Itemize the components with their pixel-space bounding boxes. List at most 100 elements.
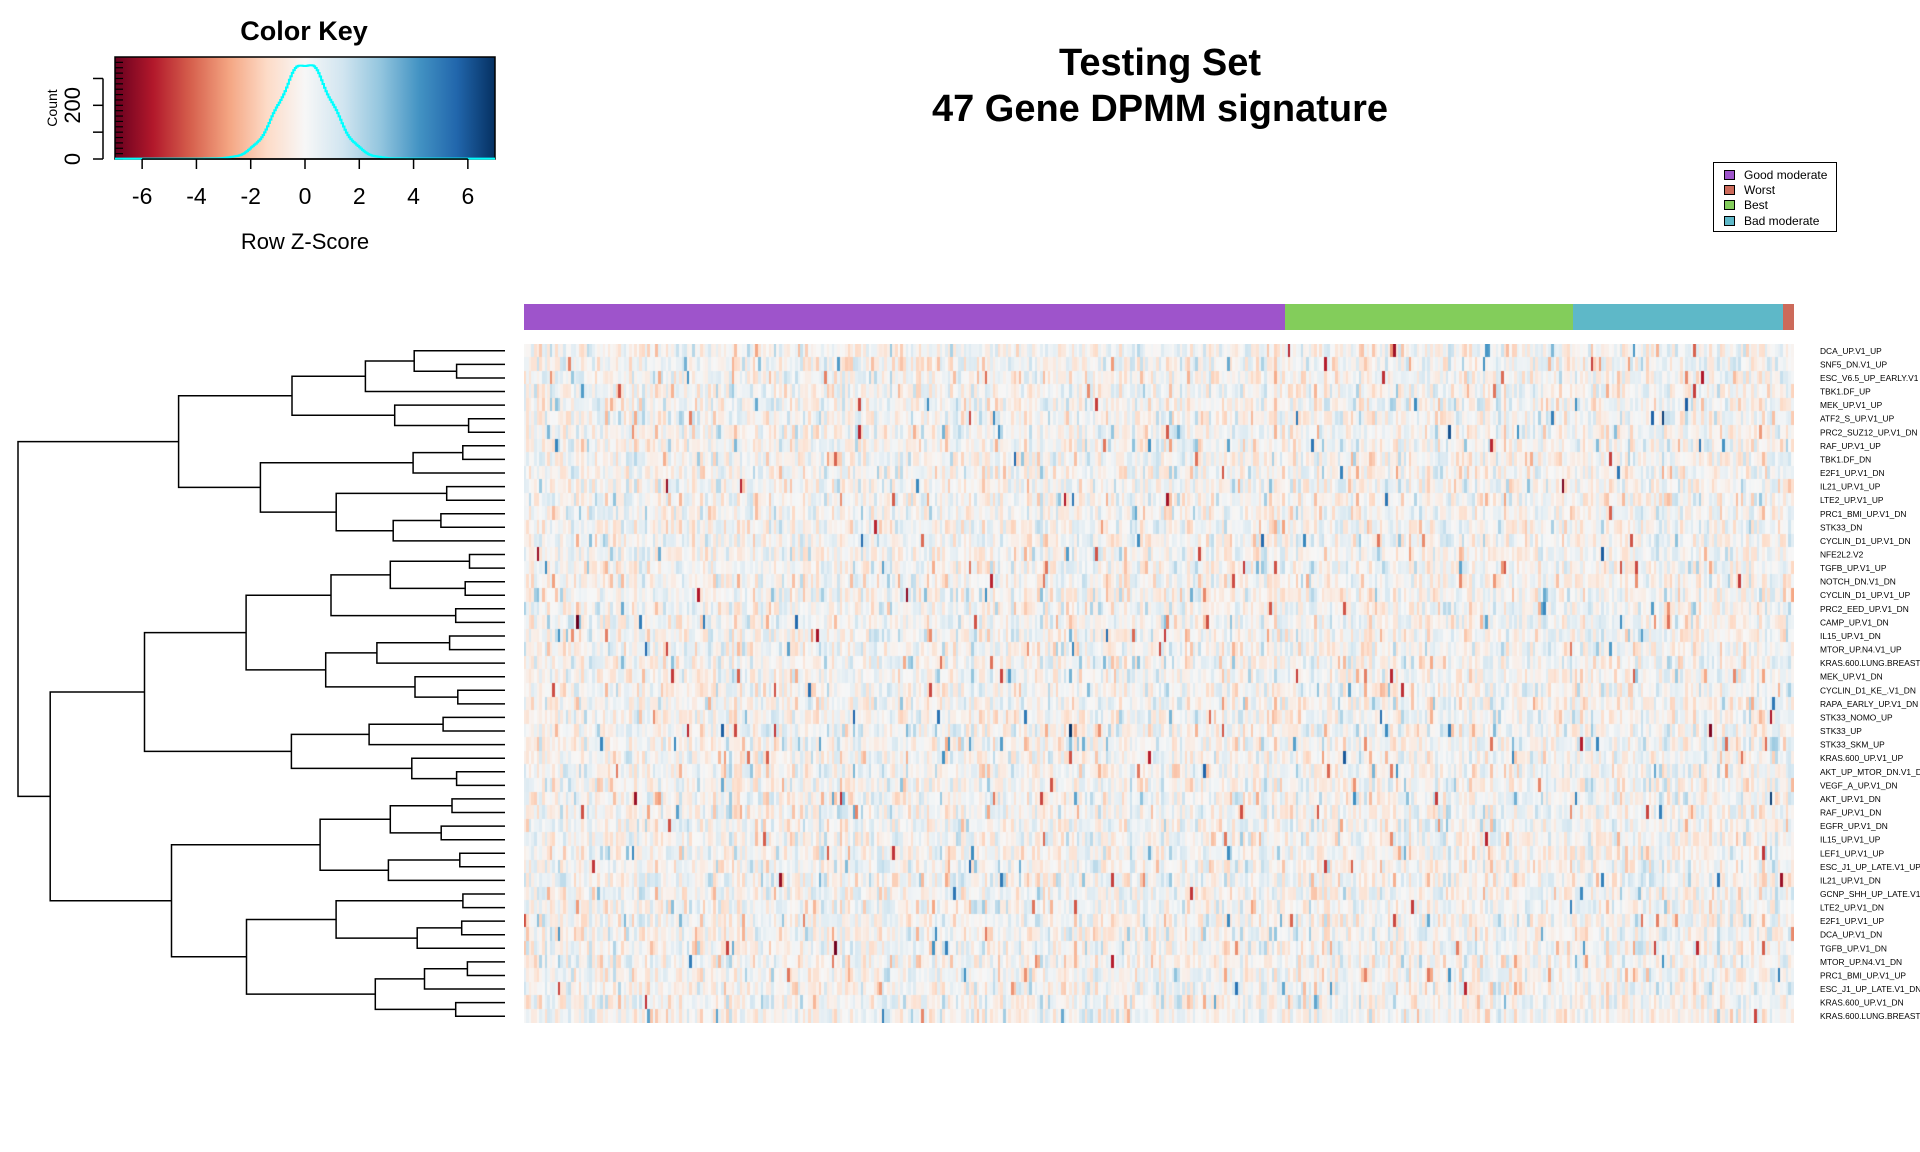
row-label: IL21_UP.V1_UP [1820, 482, 1881, 492]
dendrogram-branch [319, 818, 391, 871]
chart-title-line-2: 47 Gene DPMM signature [931, 88, 1389, 130]
row-label: KRAS.600_UP.V1_UP [1820, 753, 1904, 763]
dendrogram-branch [49, 691, 172, 902]
row-label: RAF_UP.V1_DN [1820, 808, 1881, 818]
dendrogram-branch [330, 574, 456, 617]
row-label: ATF2_S_UP.V1_UP [1820, 414, 1895, 424]
row-label: PRC2_SUZ12_UP.V1_DN [1820, 427, 1918, 437]
row-label: MTOR_UP.N4.V1_DN [1820, 957, 1902, 967]
dendrogram-branch [392, 519, 505, 542]
legend-swatch-worst [1724, 185, 1735, 196]
column-group-good-moderate [524, 304, 1286, 330]
dendrogram-branch [467, 417, 505, 434]
row-label: TBK1.DF_UP [1820, 387, 1871, 397]
row-label: KRAS.600.LUNG.BREAST [1820, 658, 1920, 668]
row-label: AKT_UP.V1_DN [1820, 794, 1881, 804]
row-label: TGFB_UP.V1_UP [1820, 563, 1887, 573]
dendrogram-branch [448, 635, 505, 651]
row-label: NFE2L2.V2 [1820, 549, 1864, 559]
row-label: IL15_UP.V1_DN [1820, 631, 1881, 641]
row-label: TBK1.DF_DN [1820, 454, 1871, 464]
row-label: DCA_UP.V1_DN [1820, 930, 1882, 940]
legend-swatch-bad-moderate [1724, 215, 1735, 226]
color-key-gradient [114, 56, 496, 160]
dendrogram-branch [468, 553, 505, 569]
row-label: VEGF_A_UP.V1_DN [1820, 780, 1898, 790]
dendrogram-branch [454, 1001, 505, 1017]
row-label: MEK_UP.V1_UP [1820, 400, 1883, 410]
legend-item-worst: Worst [1724, 182, 1836, 197]
dendrogram-branch [177, 395, 292, 489]
legend: Good moderate Worst Best Bad moderate [1713, 162, 1837, 232]
dendrogram-branch [462, 445, 505, 461]
row-label: ESC_J1_UP_LATE.V1_DN [1820, 984, 1920, 994]
row-label: ESC_J1_UP_LATE.V1_UP [1820, 862, 1920, 872]
color-key-x-tick-label: 0 [299, 183, 312, 209]
row-label: LTE2_UP.V1_UP [1820, 495, 1884, 505]
row-label: CYCLIN_D1_UP.V1_UP [1820, 590, 1911, 600]
dendrogram-branch [442, 716, 505, 732]
heatmap-matrix [524, 344, 1794, 1023]
dendrogram-branch [364, 360, 505, 393]
dendrogram-branch [440, 513, 505, 529]
row-label: STK33_SKM_UP [1820, 740, 1885, 750]
chart-title-line-1: Testing Set [1059, 42, 1261, 84]
row-label: ESC_V6.5_UP_EARLY.V1 [1820, 373, 1919, 383]
row-label: TGFB_UP.V1_DN [1820, 943, 1887, 953]
column-group-bad-moderate [1572, 304, 1784, 330]
legend-item-bad-moderate: Bad moderate [1724, 213, 1836, 228]
dendrogram-branch [389, 804, 452, 834]
row-label: LTE2_UP.V1_DN [1820, 903, 1884, 913]
dendrogram-branch [245, 594, 331, 671]
color-key-y-tick-label: 0 [60, 153, 85, 165]
row-label: MEK_UP.V1_DN [1820, 672, 1883, 682]
dendrogram-branch [387, 859, 505, 882]
dendrogram-branch [454, 608, 505, 624]
dendrogram-branch [466, 961, 505, 977]
dendrogram-branch [291, 375, 395, 417]
row-label: E2F1_UP.V1_UP [1820, 916, 1885, 926]
dendrogram-branch [374, 978, 456, 1011]
column-group-worst [1783, 304, 1794, 330]
legend-item-best: Best [1724, 198, 1836, 213]
color-key-y-label: Count [44, 89, 60, 126]
row-label: SNF5_DN.V1_UP [1820, 359, 1887, 369]
row-label: CYCLIN_D1_UP.V1_DN [1820, 536, 1911, 546]
legend-item-good-moderate: Good moderate [1724, 167, 1836, 182]
color-key-title: Color Key [240, 16, 368, 46]
column-group-best [1285, 304, 1573, 330]
color-key: Color Key -6 -4 -2 0 2 4 6 0 200 Row Z-Score Co… [44, 16, 496, 254]
row-label: E2F1_UP.V1_DN [1820, 468, 1885, 478]
color-key-x-tick-label: -4 [186, 183, 207, 209]
dendrogram-branch [393, 404, 505, 427]
dendrogram-branch [411, 757, 505, 780]
dendrogram-branch [455, 363, 505, 379]
dendrogram-branch [290, 733, 412, 770]
color-key-minor-ticks [115, 61, 123, 160]
color-key-x-tick-label: 4 [407, 183, 420, 209]
row-label: AKT_UP_MTOR_DN.V1_D [1820, 767, 1920, 777]
dendrogram-branch [335, 492, 447, 532]
row-label: STK33_NOMO_UP [1820, 712, 1893, 722]
dendrogram-branch [17, 440, 179, 798]
dendrogram-branch [368, 723, 505, 746]
legend-label-bad-moderate: Bad moderate [1744, 213, 1820, 228]
dendrogram-branch [462, 893, 505, 909]
row-label: DCA_UP.V1_UP [1820, 346, 1882, 356]
row-label: NOTCH_DN.V1_DN [1820, 577, 1896, 587]
dendrogram-branch [440, 825, 505, 841]
row-label: KRAS.600.LUNG.BREAST [1820, 1011, 1920, 1021]
row-labels: DCA_UP.V1_UP SNF5_DN.V1_UP ESC_V6.5_UP_EAR… [1820, 346, 1920, 1021]
row-label: LEF1_UP.V1_UP [1820, 848, 1885, 858]
row-label: IL15_UP.V1_UP [1820, 835, 1881, 845]
row-label: CYCLIN_D1_KE_.V1_DN [1820, 685, 1916, 695]
legend-label-best: Best [1744, 198, 1769, 213]
legend-swatch-best [1724, 200, 1735, 211]
dendrogram-branch [455, 771, 505, 787]
row-label: MTOR_UP.N4.V1_UP [1820, 645, 1902, 655]
dendrogram-branch [445, 485, 505, 501]
dendrogram-branch [414, 675, 505, 698]
row-label: RAPA_EARLY_UP.V1_DN [1820, 699, 1918, 709]
color-key-x-tick-label: 6 [461, 183, 474, 209]
row-label: GCNP_SHH_UP_LATE.V1 [1820, 889, 1920, 899]
